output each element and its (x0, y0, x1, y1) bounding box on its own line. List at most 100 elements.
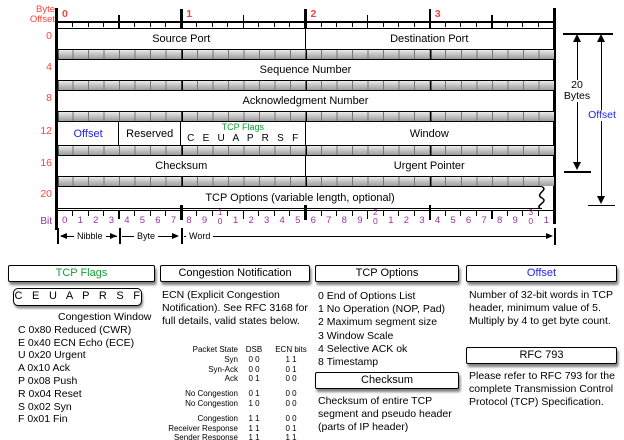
ruler-tick (289, 21, 291, 27)
ruler-tick (336, 21, 338, 27)
tcp-option-item: 3 Window Scale (318, 329, 394, 342)
bit-number-tens: 3 (528, 207, 534, 217)
bit-ruler-tick (444, 210, 446, 216)
bytes-arrowhead-up (573, 34, 581, 42)
ecn-table-cell: 0 0 (285, 389, 297, 399)
flag-line: P 0x08 Push (18, 374, 78, 387)
bit-ruler-tick (227, 210, 229, 216)
bit-ruler-tick (366, 210, 369, 219)
row-bytes-20: TCP Options (variable length, optional) (57, 186, 542, 209)
ecn-table-header-cell: ECN bits (275, 345, 307, 354)
bit-number-ones: 0 (217, 215, 223, 226)
bit-ruler-tick (475, 210, 477, 216)
tcp-option-item: 4 Selective ACK ok (318, 342, 408, 355)
ruler-tick (552, 9, 556, 28)
legend-rfc-title: RFC 793 (466, 347, 617, 364)
bit-ruler-tick (460, 210, 462, 216)
legend-offset-title: Offset (466, 265, 617, 282)
legend-checksum-text: Checksum of entire TCP segment and pseud… (318, 395, 452, 434)
tcp-option-item: 1 No Operation (NOP, Pad) (318, 303, 446, 316)
scale-bar (118, 228, 121, 244)
ruler-tick (149, 21, 151, 27)
bit-ruler-tick (273, 210, 275, 216)
field-window: Window (305, 121, 554, 146)
legend-tcp-options-title: TCP Options (315, 265, 459, 282)
ruler-tick (180, 9, 183, 28)
ruler-tick (460, 21, 462, 27)
ruler-number: 1 (186, 8, 193, 20)
bit-ruler-tick (351, 210, 353, 216)
ecn-table-cell: 1 1 (285, 433, 297, 440)
field-tcp-options: TCP Options (variable length, optional) (57, 186, 542, 209)
bit-ruler-tick (428, 205, 431, 220)
ruler-tick (242, 15, 245, 28)
field-sequence-number: Sequence Number (57, 59, 554, 81)
byte-offset-label: Byte Offset (29, 4, 55, 25)
legend-flag-letters-box: C E U A P R S F (13, 288, 142, 306)
ecn-table-header-cell: DSB (245, 345, 263, 354)
bit-ruler-tick (258, 210, 260, 216)
row-bytes-0: Source Port Destination Port (57, 28, 554, 50)
ecn-table-cell: Sender Response (173, 433, 238, 440)
legend-rfc-text: Please refer to RFC 793 for the complete… (469, 370, 615, 409)
bit-separator-bar (57, 50, 554, 59)
ecn-table-cell: 0 0 (248, 364, 260, 374)
ruler-tick (522, 21, 524, 27)
bit-ruler-tick (320, 210, 322, 216)
bit-ruler-tick (87, 210, 89, 216)
bit-separator-bar (57, 112, 554, 121)
bit-number: 3 (108, 215, 114, 226)
tcp-option-item: 8 Timestamp (318, 355, 379, 368)
ecn-table-cell: Syn (224, 354, 238, 364)
flag-line: C 0x80 Reduced (CWR) (18, 323, 132, 336)
flag-line: U 0x20 Urgent (18, 349, 86, 362)
bit-number: 4 (434, 215, 441, 226)
bit-ruler-tick (506, 210, 508, 216)
bit-number: 7 (170, 215, 177, 226)
ruler-tick (304, 9, 307, 28)
ruler-tick (72, 21, 74, 27)
ruler-tick (196, 21, 198, 27)
byte-arrowhead (172, 232, 179, 239)
ruler-tick (273, 21, 275, 27)
bit-number: 3 (419, 215, 425, 226)
word-label: Word (186, 231, 214, 241)
ruler-tick (351, 21, 353, 27)
ruler-tick (134, 21, 136, 27)
bit-ruler-tick (522, 210, 524, 216)
flag-line: Congestion Window (58, 311, 152, 323)
bytes-arrowhead-down (573, 162, 581, 170)
flag-line: A 0x10 Ack (18, 362, 70, 375)
bit-number: 9 (201, 215, 208, 226)
legend-tcp-flags-title: TCP Flags (8, 265, 155, 282)
bit-number-ones: 0 (373, 215, 378, 226)
bit-number: 6 (155, 215, 161, 226)
ecn-table-cell: 0 1 (248, 389, 260, 399)
byte-offset-value: 12 (40, 125, 52, 137)
bit-number-tens: 1 (217, 207, 223, 217)
legend-tcp-options-list: 0 End of Options List 1 No Operation (NOP… (318, 290, 460, 369)
bit-ruler-tick (382, 210, 384, 216)
offset-annotation: Offset (582, 110, 622, 121)
bytes-annotation: 20 Bytes (559, 80, 595, 102)
bit-ruler-tick (134, 210, 136, 216)
field-tcp-flags: TCP Flags C E U A P R S F (181, 121, 306, 146)
bit-number: 2 (93, 215, 99, 226)
size-top-cap (563, 33, 613, 35)
bit-ruler-tick (336, 210, 338, 216)
byte-label: Byte (134, 231, 159, 241)
row-bytes-4: Sequence Number (57, 59, 554, 81)
bit-ruler-tick (180, 205, 183, 220)
ruler-tick (506, 21, 508, 27)
bit-ruler-tick (165, 210, 167, 216)
tcp-option-item: 0 End of Options List (318, 290, 416, 302)
bit-number: 5 (295, 215, 301, 226)
legend-flag-list: Congestion Window C 0x80 Reduced (CWR) E 0… (18, 311, 158, 426)
legend-congestion-intro: ECN (Explicit Congestion Notification). … (162, 289, 308, 328)
bit-number: 0 (62, 215, 68, 226)
bit-number: 9 (512, 215, 518, 226)
field-reserved: Reserved (119, 121, 182, 146)
bit-number: 8 (186, 215, 192, 226)
ruler-tick (103, 21, 105, 27)
ecn-table-cell: 0 0 (285, 413, 297, 423)
